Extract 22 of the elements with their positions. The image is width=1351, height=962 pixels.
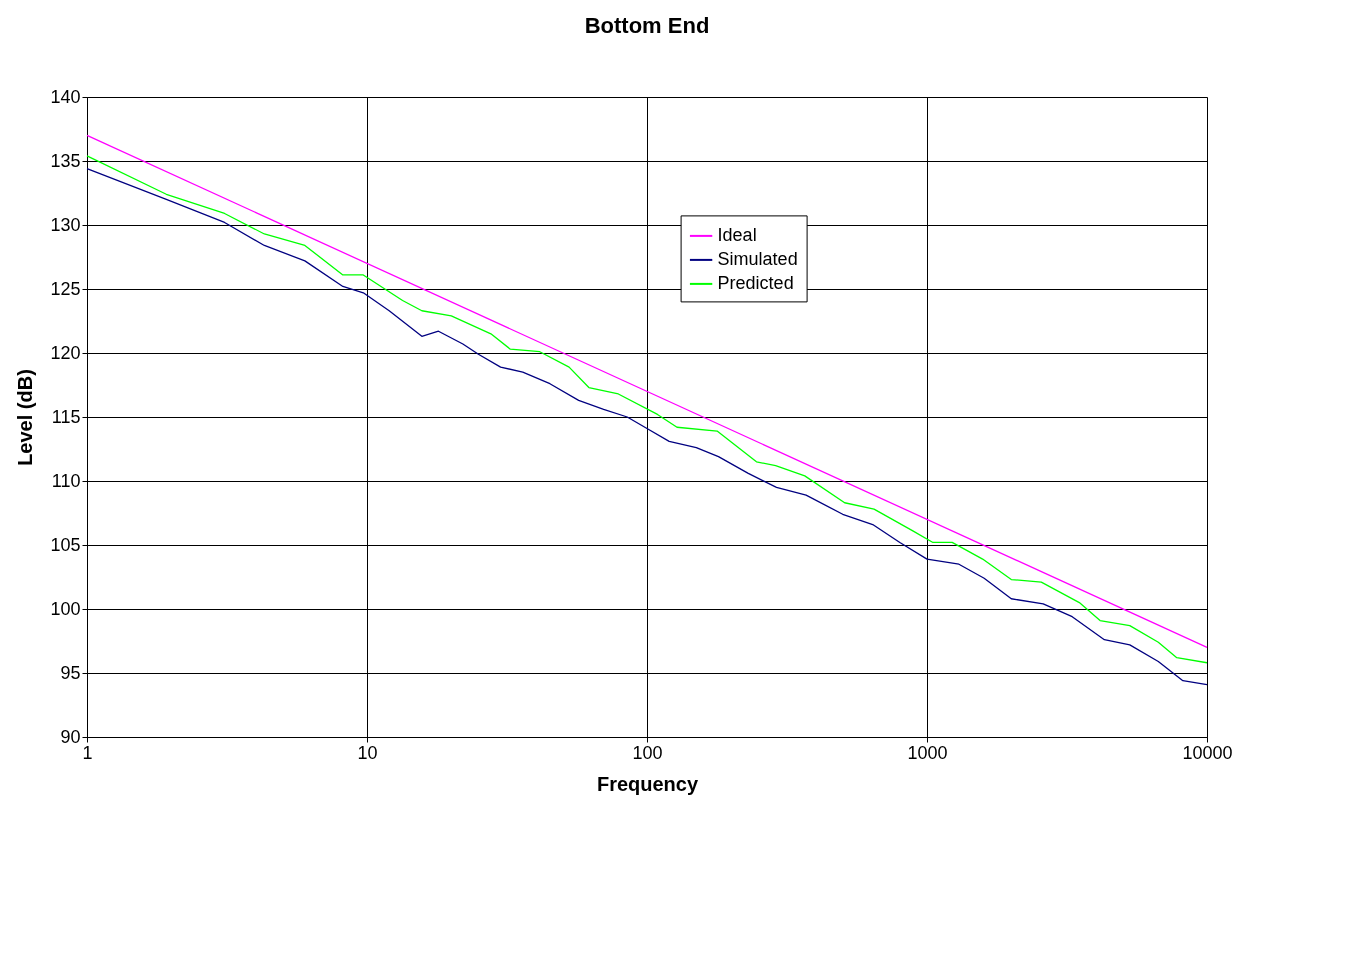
y-tick-label: 90 [60, 726, 81, 747]
y-tick-label: 100 [50, 598, 81, 619]
x-tick-label: 10000 [1182, 742, 1233, 763]
y-tick-label: 120 [50, 342, 81, 363]
y-tick-label: 95 [60, 662, 81, 683]
x-tick-label: 1 [82, 742, 93, 763]
y-tick-label: 130 [50, 214, 81, 235]
x-tick-label: 1000 [907, 742, 948, 763]
y-tick-label: 125 [50, 278, 81, 299]
y-tick-label: 110 [51, 470, 81, 491]
chart-title: Bottom End [584, 13, 710, 38]
y-tick-label: 105 [50, 534, 81, 555]
legend-label: Ideal [717, 224, 757, 245]
legend-label: Predicted [717, 272, 794, 293]
y-tick-label: 135 [50, 150, 81, 171]
x-tick-label: 10 [357, 742, 378, 763]
x-axis-title: Frequency [596, 772, 699, 795]
legend-label: Simulated [717, 248, 798, 269]
y-axis-title: Level (dB) [14, 369, 37, 466]
y-tick-label: 115 [51, 406, 81, 427]
y-tick-label: 140 [50, 86, 81, 107]
x-tick-label: 100 [632, 742, 663, 763]
